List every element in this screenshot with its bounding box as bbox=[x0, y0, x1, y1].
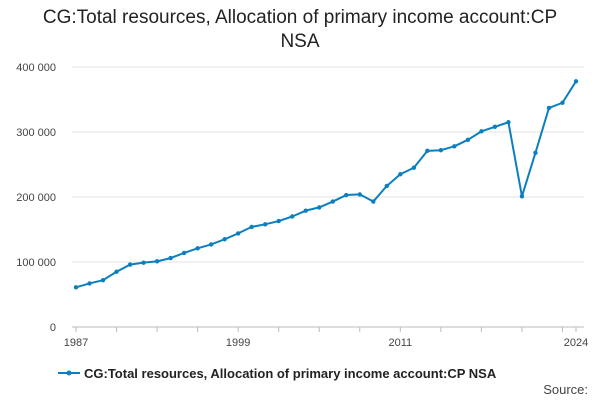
data-point bbox=[73, 285, 79, 290]
data-point bbox=[87, 281, 92, 286]
data-point bbox=[384, 183, 390, 189]
data-point bbox=[100, 278, 106, 283]
data-point bbox=[127, 262, 133, 267]
data-point bbox=[465, 137, 471, 142]
data-point bbox=[546, 105, 552, 111]
data-point bbox=[317, 205, 322, 210]
data-point bbox=[573, 79, 579, 84]
source-label: Source: bbox=[543, 382, 588, 397]
data-point bbox=[411, 165, 417, 170]
data-point bbox=[398, 172, 403, 177]
data-point bbox=[262, 222, 268, 227]
data-point bbox=[181, 250, 187, 256]
data-point bbox=[195, 246, 200, 251]
data-point bbox=[438, 148, 444, 153]
grid-lines bbox=[72, 66, 584, 328]
data-point bbox=[506, 120, 511, 125]
x-tick-label: 2011 bbox=[388, 337, 412, 349]
data-point bbox=[114, 269, 119, 274]
data-point bbox=[222, 237, 227, 242]
data-point bbox=[479, 129, 484, 134]
y-tick-label: 400 000 bbox=[16, 62, 56, 74]
y-tick-label: 200 000 bbox=[16, 192, 56, 204]
data-point bbox=[519, 194, 525, 199]
data-point bbox=[452, 144, 457, 149]
y-tick-label: 300 000 bbox=[16, 127, 56, 139]
y-tick-label: 0 bbox=[50, 322, 56, 334]
series-layer bbox=[73, 79, 579, 290]
legend-swatch bbox=[58, 370, 80, 376]
data-point bbox=[249, 224, 254, 230]
y-tick-label: 100 000 bbox=[16, 257, 56, 269]
data-point bbox=[235, 231, 241, 236]
data-point bbox=[208, 242, 214, 247]
x-axis: 1987 1999 2011 2024 bbox=[64, 326, 588, 349]
x-tick-label: 2024 bbox=[564, 337, 588, 349]
data-point bbox=[371, 199, 376, 204]
data-point bbox=[303, 208, 308, 213]
chart-title: CG:Total resources, Allocation of primar… bbox=[42, 7, 558, 52]
legend-label: CG:Total resources, Allocation of primar… bbox=[84, 365, 497, 381]
data-point bbox=[290, 214, 295, 219]
data-point bbox=[168, 255, 173, 261]
data-point bbox=[154, 259, 160, 264]
y-axis: 0 100 000 200 000 300 000 400 000 bbox=[16, 62, 56, 334]
data-point bbox=[533, 150, 538, 155]
x-tick-label: 1987 bbox=[64, 337, 88, 349]
data-point bbox=[425, 148, 430, 154]
data-point bbox=[344, 192, 349, 198]
series-line bbox=[75, 80, 577, 289]
data-point bbox=[276, 218, 281, 224]
x-tick-label: 1999 bbox=[226, 337, 250, 349]
data-point bbox=[560, 100, 565, 105]
legend: CG:Total resources, Allocation of primar… bbox=[58, 363, 496, 383]
data-point bbox=[141, 260, 146, 265]
data-point bbox=[330, 199, 335, 204]
data-point bbox=[492, 124, 498, 129]
data-point bbox=[357, 192, 362, 197]
